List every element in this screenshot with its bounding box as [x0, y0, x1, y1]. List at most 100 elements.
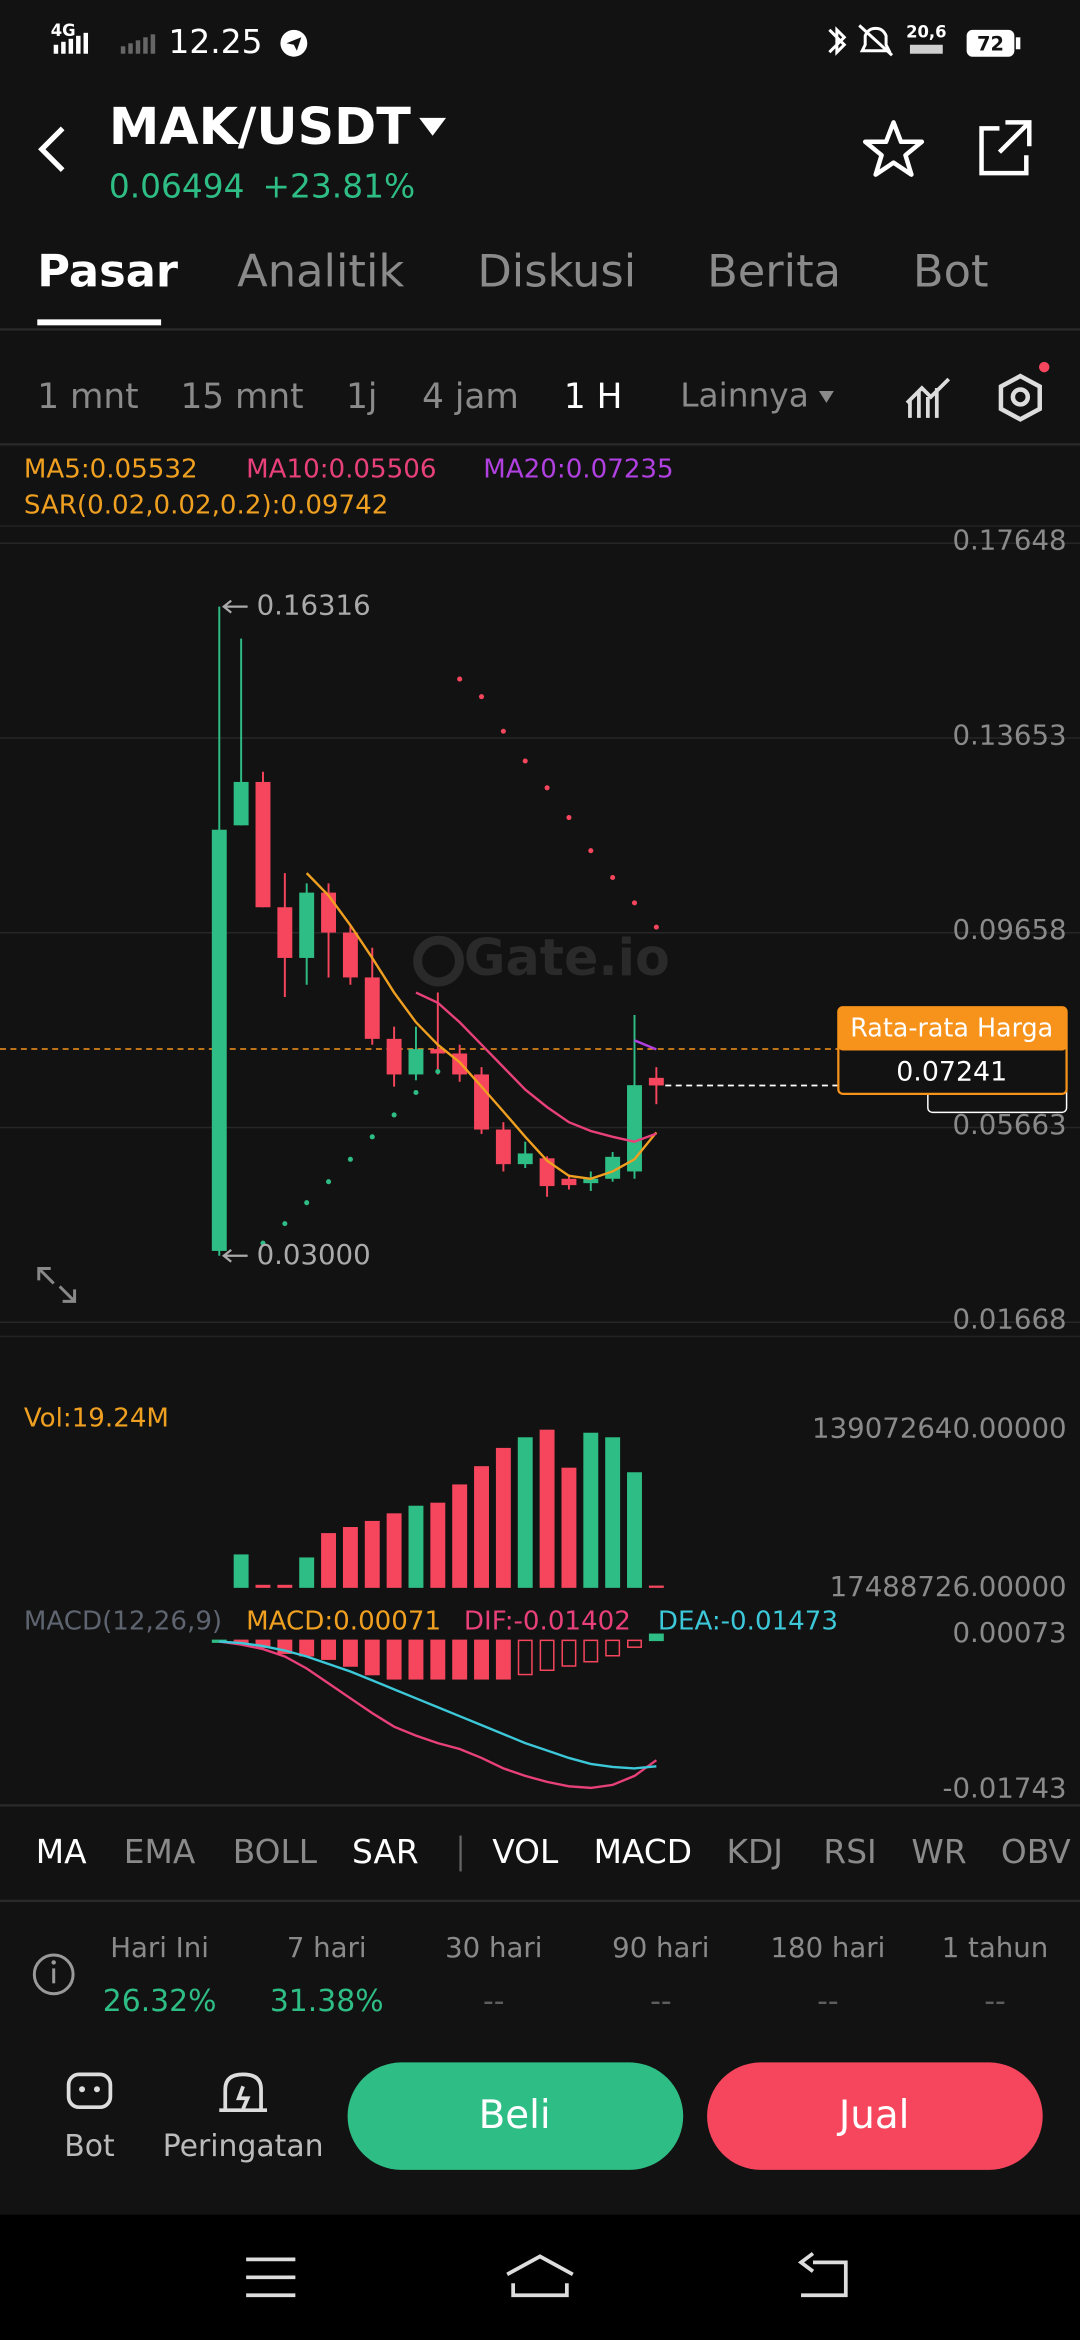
settings-badge [1038, 361, 1050, 373]
volume-bar [233, 1554, 249, 1588]
indicator-tab[interactable]: MA [36, 1833, 87, 1871]
favorite-button[interactable] [862, 120, 925, 177]
tab-bar: Pasar Analitik Diskusi Berita Bot [37, 245, 989, 326]
tab[interactable]: Analitik [237, 245, 404, 298]
tab[interactable]: Pasar [37, 245, 178, 298]
indicator-tab[interactable]: RSI [823, 1833, 876, 1871]
tab[interactable]: Diskusi [477, 245, 636, 298]
ma-line [415, 991, 657, 1143]
sar-dot [260, 1240, 266, 1246]
telegram-glyph [286, 37, 302, 51]
volume-bar [452, 1484, 468, 1588]
bot-icon[interactable] [66, 2072, 113, 2110]
bot-label[interactable]: Bot [64, 2129, 114, 2164]
indicator-tab[interactable]: MACD [594, 1833, 692, 1871]
nav-menu[interactable] [246, 2257, 296, 2298]
indicator-tab[interactable]: WR [911, 1833, 966, 1871]
divider [0, 1899, 1080, 1902]
indicator-tab[interactable]: OBV [1001, 1833, 1071, 1871]
indicator-tab[interactable]: EMA [124, 1833, 196, 1871]
macd-line [219, 1640, 657, 1770]
battery-level: 72 [977, 32, 1004, 55]
macd-bar [539, 1639, 555, 1672]
signal-icon-2 [120, 34, 156, 54]
indicator-tab[interactable]: BOLL [233, 1833, 318, 1871]
interval[interactable]: 1 H [564, 377, 623, 417]
interval-more[interactable]: Lainnya [680, 376, 809, 414]
pair-dropdown[interactable] [419, 117, 447, 136]
candle-body [299, 892, 315, 958]
alert-label[interactable]: Peringatan [163, 2129, 324, 2164]
stat-value: -- [984, 1984, 1006, 2019]
volume-bar [539, 1429, 555, 1588]
candle-body [627, 1085, 642, 1172]
sell-button[interactable] [707, 2062, 1043, 2170]
plot: 0.17648 0.13653 0.09658 0.05663 0.01668 Gate.… [0, 455, 1080, 1804]
y-tick-label: 0.01668 [952, 1303, 1066, 1336]
ma-line [305, 872, 658, 1180]
candle-body [408, 1049, 424, 1075]
macd-title: MACD(12,26,9) [24, 1607, 222, 1637]
volume-bar [277, 1584, 293, 1588]
interval[interactable]: 15 mnt [180, 377, 303, 417]
sar-dot [478, 694, 485, 700]
sar-dot [500, 728, 506, 734]
stat-label: 7 hari [287, 1931, 367, 1964]
max-label: 0.16316 [257, 589, 371, 622]
back-button[interactable] [38, 126, 65, 172]
sar-dot [369, 1134, 375, 1140]
indicator-tab[interactable]: KDJ [726, 1833, 782, 1871]
interval[interactable]: 1 mnt [37, 377, 138, 417]
settings-button[interactable] [998, 373, 1042, 422]
interval[interactable]: 1j [346, 377, 377, 417]
divider [0, 328, 1080, 331]
indicator-button[interactable] [905, 377, 951, 418]
tab[interactable]: Berita [707, 245, 841, 298]
candle-body [233, 781, 249, 826]
macd-line [219, 1640, 658, 1790]
buy-button[interactable] [347, 2062, 684, 2170]
sar-dot [391, 1112, 397, 1118]
macd-legend: MACD:0.00071 [246, 1607, 441, 1637]
fullscreen-button[interactable] [37, 1267, 77, 1303]
volume-bar [474, 1466, 489, 1588]
avg-price-label: Rata-rata Harga [850, 1013, 1053, 1043]
info-dot [51, 1960, 56, 1965]
y-tick-label: 0.17648 [952, 524, 1066, 557]
nav-bar [0, 2214, 1080, 2340]
nav-home[interactable] [506, 2254, 574, 2298]
share-button[interactable] [979, 120, 1032, 176]
sar-dot [566, 815, 572, 821]
macd-bar [408, 1639, 424, 1680]
indicator-separator [459, 1835, 462, 1872]
sell-label[interactable]: Jual [837, 2093, 910, 2138]
candle-body [342, 932, 358, 978]
legend-item: MA20:0.07235 [483, 455, 673, 485]
sar-dot [522, 758, 528, 764]
last-price: 0.06494 [109, 168, 245, 206]
volume-legend: Vol:19.24M [24, 1404, 169, 1434]
indicator-tab[interactable]: VOL [492, 1833, 559, 1871]
indicator-tab[interactable]: SAR [352, 1833, 419, 1871]
divider [0, 1804, 1080, 1807]
chart-frame [0, 525, 1080, 527]
mute-icon [858, 24, 894, 57]
tab[interactable]: Bot [913, 245, 989, 298]
volume-bar [299, 1557, 315, 1588]
nav-back[interactable] [797, 2251, 848, 2298]
pair-name[interactable]: MAK/USDT [109, 97, 411, 156]
volume-bar [495, 1447, 511, 1588]
info-icon[interactable] [32, 1953, 75, 1996]
macd-bar [342, 1639, 358, 1667]
chart-frame [0, 1335, 1080, 1338]
alert-icon[interactable] [219, 2072, 268, 2113]
stat-value: -- [650, 1984, 672, 2019]
sar-dot [544, 785, 550, 791]
bot-eye [79, 2086, 86, 2093]
macd-bar [517, 1639, 533, 1676]
max-arrow [221, 599, 248, 614]
interval[interactable]: 4 jam [422, 377, 519, 417]
buy-label[interactable]: Beli [479, 2093, 551, 2138]
legend-item: MA5:0.05532 [24, 455, 198, 485]
more-arrow[interactable] [818, 390, 834, 403]
